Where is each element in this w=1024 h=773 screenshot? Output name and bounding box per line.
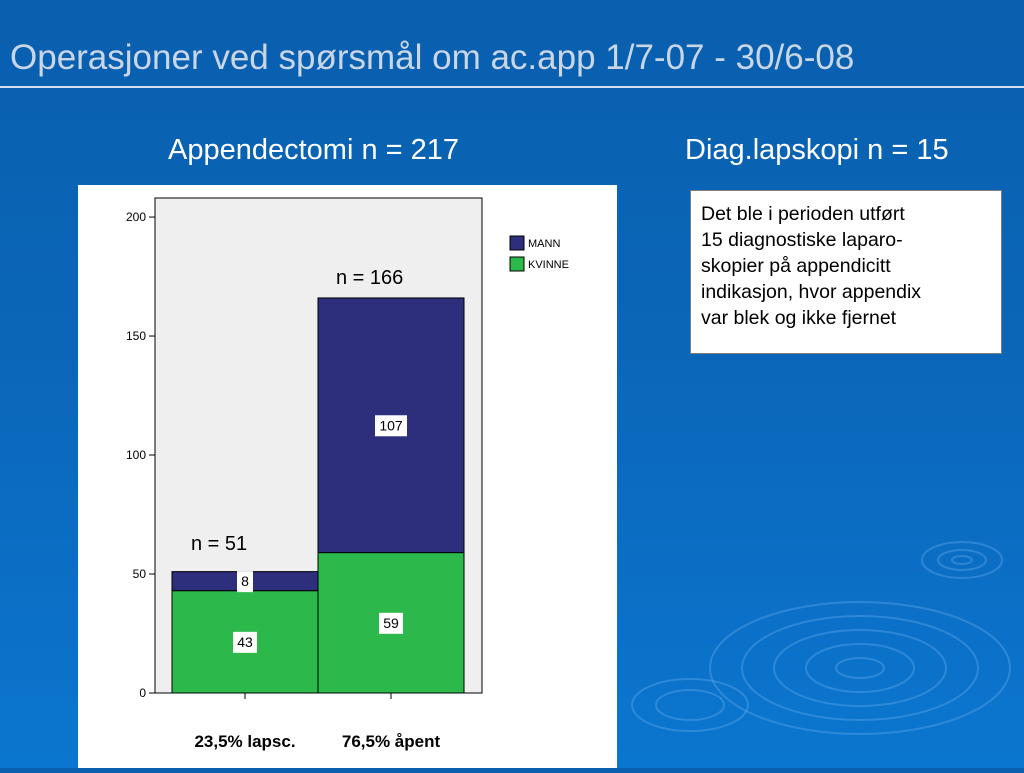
appendectomy-heading: Appendectomi n = 217 xyxy=(168,134,460,166)
y-tick-label: 200 xyxy=(126,210,146,224)
legend-label-mann: MANN xyxy=(528,238,560,250)
legend-swatch-kvinne xyxy=(509,256,525,272)
slide-title: Operasjoner ved spørsmål om ac.app 1/7-0… xyxy=(10,38,855,77)
data-label: 59 xyxy=(383,615,399,631)
info-line: indikasjon, hvor appendix xyxy=(701,281,922,303)
info-line: Det ble i perioden utført xyxy=(701,203,905,225)
y-tick-label: 100 xyxy=(126,448,146,462)
y-tick-label: 50 xyxy=(133,567,147,581)
diagnostic-laparoscopy-heading: Diag.lapskopi n = 15 xyxy=(685,134,949,166)
annotation-n166: n = 166 xyxy=(336,267,403,289)
data-label: 107 xyxy=(379,417,403,433)
annotation-n51: n = 51 xyxy=(191,533,247,555)
chart-panel: 0 50 100 150 200 43 8 23,5% lapsc. 59 107 76,5% åp… xyxy=(78,185,617,768)
y-tick-label: 150 xyxy=(126,329,146,343)
x-tick-label: 76,5% åpent xyxy=(342,732,441,751)
data-label-box xyxy=(379,612,403,634)
y-tick-label: 0 xyxy=(139,686,146,700)
data-label-box xyxy=(233,631,257,653)
stacked-bar-chart: 0 50 100 150 200 43 8 23,5% lapsc. 59 107 76,5% åp… xyxy=(126,197,569,751)
info-line: skopier på appendicitt xyxy=(701,255,891,277)
legend-swatch-mann xyxy=(509,235,525,251)
data-label-box xyxy=(375,415,407,437)
x-tick-label: 23,5% lapsc. xyxy=(194,732,295,751)
info-line: var blek og ikke fjernet xyxy=(701,307,897,329)
data-label: 8 xyxy=(241,573,249,589)
data-label: 43 xyxy=(237,634,253,650)
title-divider xyxy=(0,86,1024,88)
info-line: 15 diagnostiske laparo- xyxy=(701,229,903,251)
data-label-box xyxy=(237,571,253,593)
info-box: Det ble i perioden utført 15 diagnostisk… xyxy=(690,190,1002,354)
legend-label-kvinne: KVINNE xyxy=(528,259,569,271)
